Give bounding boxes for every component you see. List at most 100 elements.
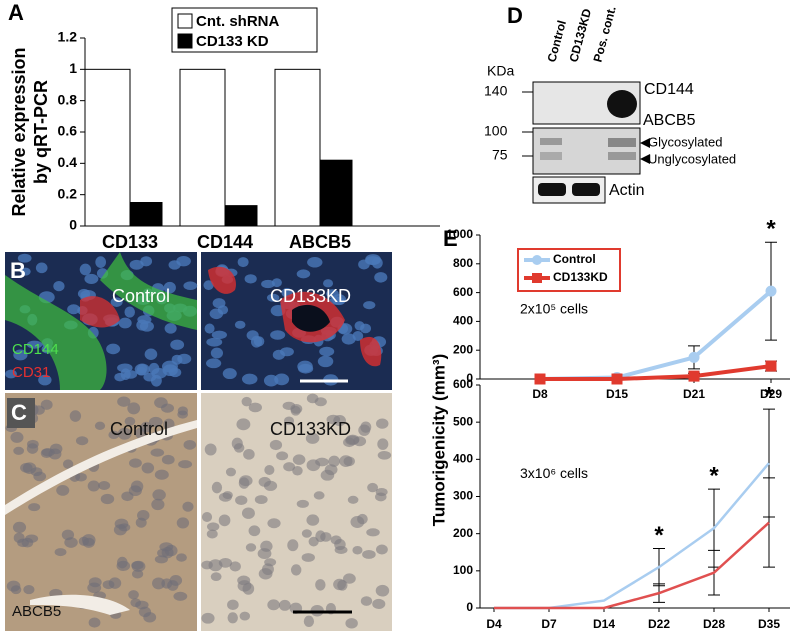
nucleus xyxy=(140,256,153,267)
nucleus xyxy=(26,340,43,349)
legend-label: CD133KD xyxy=(553,270,608,284)
bar xyxy=(129,202,163,227)
y-tick-label: 0 xyxy=(466,371,473,385)
nucleus xyxy=(56,485,70,496)
legend-label: Control xyxy=(553,252,596,266)
protein-label: Actin xyxy=(609,182,645,199)
bar xyxy=(319,159,353,227)
nucleus xyxy=(358,424,371,436)
legend-swatch xyxy=(177,13,193,29)
nucleus xyxy=(144,348,158,360)
nucleus xyxy=(345,435,360,446)
y-tick-label: 0.8 xyxy=(58,91,78,107)
nucleus xyxy=(254,495,268,505)
nucleus xyxy=(137,509,150,521)
nucleus xyxy=(343,573,356,584)
nucleus xyxy=(243,448,255,460)
nucleus xyxy=(206,522,220,532)
nucleus xyxy=(367,482,378,493)
nucleus xyxy=(163,281,176,294)
nucleus xyxy=(241,396,252,407)
blot-strip xyxy=(532,127,641,175)
nucleus xyxy=(203,280,214,291)
nucleus xyxy=(326,414,341,425)
arrow xyxy=(640,154,650,164)
nucleus xyxy=(117,363,133,373)
nucleus xyxy=(266,293,280,302)
x-tick-label: D15 xyxy=(606,387,628,401)
nucleus xyxy=(324,464,338,476)
nucleus xyxy=(345,618,358,629)
blot-band xyxy=(607,90,637,118)
x-tick-label: CD133 xyxy=(102,232,158,252)
nucleus xyxy=(375,492,387,502)
x-tick-label: D7 xyxy=(541,617,557,631)
image-label: Control xyxy=(110,419,168,439)
unit-label: KDa xyxy=(487,63,514,79)
nucleus xyxy=(25,534,39,543)
lane-label: CD133KD xyxy=(566,7,594,64)
nucleus xyxy=(35,262,48,274)
nucleus xyxy=(128,590,139,600)
nucleus xyxy=(118,523,131,532)
nucleus xyxy=(276,451,289,461)
nucleus xyxy=(12,521,27,534)
significance-mark: * xyxy=(764,383,774,410)
nucleus xyxy=(244,274,257,284)
nucleus xyxy=(117,396,131,407)
nucleus xyxy=(260,540,273,552)
legend-swatch xyxy=(177,33,193,49)
marker xyxy=(765,360,777,372)
nucleus xyxy=(62,459,74,469)
nucleus xyxy=(100,493,115,505)
nucleus xyxy=(319,346,335,357)
form-label: Glycosylated xyxy=(648,134,722,149)
nucleus xyxy=(234,320,246,329)
nucleus xyxy=(161,360,178,373)
nucleus xyxy=(278,599,291,611)
y-tick-label: 300 xyxy=(453,489,473,503)
nucleus xyxy=(283,462,296,472)
nucleus xyxy=(303,615,315,628)
image-label: CD133KD xyxy=(270,286,351,306)
nucleus xyxy=(360,596,373,606)
nucleus xyxy=(241,373,258,385)
nucleus xyxy=(280,347,294,357)
y-tick-label: 600 xyxy=(453,377,473,391)
marker-label: 100 xyxy=(484,123,508,139)
nucleus xyxy=(204,443,217,456)
label-backdrop xyxy=(7,398,35,428)
nucleus xyxy=(131,561,144,570)
y-tick-label: 0.4 xyxy=(58,154,78,170)
arrow xyxy=(640,138,650,148)
nucleus xyxy=(98,481,111,490)
nucleus xyxy=(17,253,32,263)
nucleus xyxy=(377,450,392,460)
x-tick-label: D4 xyxy=(486,617,502,631)
nucleus xyxy=(138,606,152,618)
bar xyxy=(179,68,226,227)
nucleus xyxy=(264,465,275,476)
y-tick-label: 400 xyxy=(453,314,473,328)
nucleus xyxy=(75,436,89,446)
nucleus xyxy=(40,399,53,410)
nucleus xyxy=(20,267,31,276)
nucleus xyxy=(245,543,257,552)
nucleus xyxy=(225,467,236,477)
nucleus xyxy=(246,330,259,341)
nucleus xyxy=(161,454,175,465)
nucleus xyxy=(95,256,107,268)
nucleus xyxy=(10,431,24,443)
panel-letter: A xyxy=(8,0,24,25)
legend-marker xyxy=(532,255,542,265)
nucleus xyxy=(239,611,251,621)
marker xyxy=(688,370,700,382)
lane-label: Pos. cont. xyxy=(590,5,618,64)
legend-box xyxy=(171,7,318,53)
marker xyxy=(765,285,777,297)
x-tick-label: D35 xyxy=(758,617,780,631)
nucleus xyxy=(102,580,115,590)
nucleus xyxy=(106,343,121,355)
nucleus xyxy=(161,578,173,589)
nucleus xyxy=(297,360,313,373)
